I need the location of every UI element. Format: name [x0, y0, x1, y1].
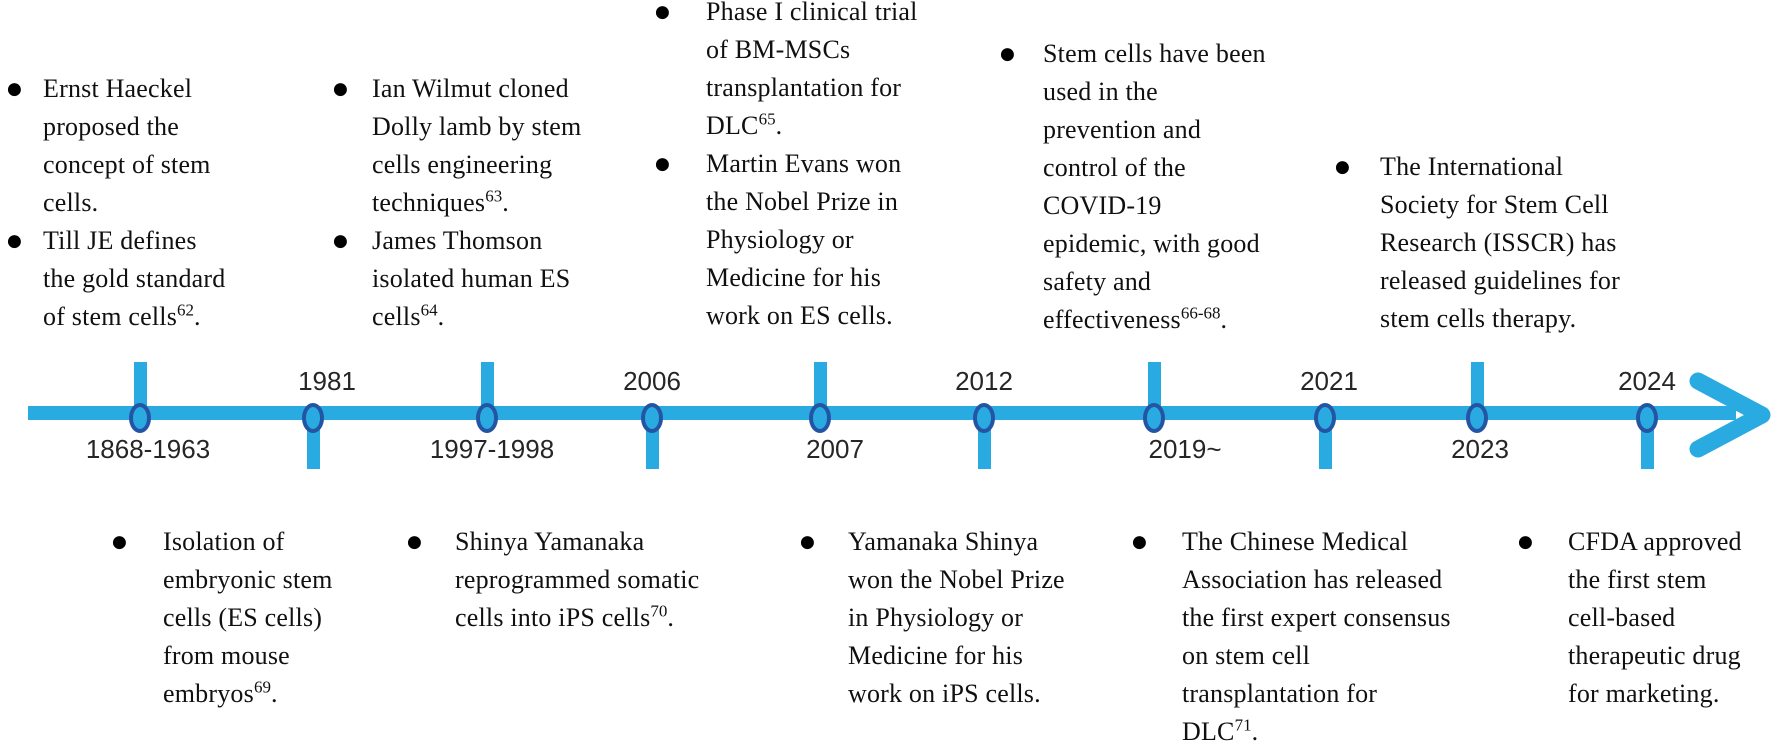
bullet-icon: ●	[655, 154, 670, 174]
list-item: ● Yamanaka Shinya won the Nobel Prize in…	[800, 523, 1065, 713]
tick-mark	[1148, 362, 1161, 414]
event-text: Ernst Haeckel proposed the concept of st…	[43, 74, 211, 217]
bullet-icon: ●	[1518, 532, 1533, 552]
event-text: Stem cells have been used in the prevent…	[1043, 39, 1266, 334]
bullet-icon: ●	[1132, 532, 1147, 552]
bullet-icon: ●	[1000, 44, 1015, 64]
list-item: ● James Thomson isolated human ES cells6…	[333, 222, 581, 336]
year-label: 2006	[623, 366, 681, 396]
bullet-icon: ●	[7, 79, 22, 99]
event-block-2006: ● Shinya Yamanaka reprogrammed somatic c…	[407, 523, 699, 637]
bullet-icon: ●	[407, 532, 422, 552]
event-block-2007: ● Phase I clinical trial of BM-MSCs tran…	[655, 0, 918, 335]
list-item: ● Stem cells have been used in the preve…	[1000, 35, 1266, 339]
event-block-2024: ● CFDA approved the first stem cell-base…	[1518, 523, 1742, 713]
year-label: 1981	[298, 366, 356, 396]
bullet-icon: ●	[7, 231, 22, 251]
event-text: The Chinese Medical Association has rele…	[1182, 527, 1451, 746]
tick-mark	[814, 362, 827, 414]
event-block-1868-1963: ● Ernst Haeckel proposed the concept of …	[7, 70, 225, 336]
tick-mark	[1471, 362, 1484, 414]
timeline-bar	[28, 406, 1736, 420]
event-block-2023: ● The International Society for Stem Cel…	[1335, 148, 1620, 338]
timeline-node-icon	[302, 403, 324, 433]
event-block-2012: ● Yamanaka Shinya won the Nobel Prize in…	[800, 523, 1065, 713]
list-item: ● Martin Evans won the Nobel Prize in Ph…	[655, 145, 918, 335]
year-label: 2019~	[1148, 434, 1222, 464]
event-block-1981: ● Isolation of embryonic stem cells (ES …	[112, 523, 333, 713]
list-item: ● Ernst Haeckel proposed the concept of …	[7, 70, 225, 222]
timeline-node-icon	[476, 403, 498, 433]
event-text: Phase I clinical trial of BM-MSCs transp…	[706, 0, 918, 140]
event-text: Isolation of embryonic stem cells (ES ce…	[163, 527, 333, 708]
year-label: 2007	[806, 434, 864, 464]
list-item: ● The Chinese Medical Association has re…	[1132, 523, 1451, 749]
timeline-node-icon	[1636, 403, 1658, 433]
event-text: Ian Wilmut cloned Dolly lamb by stem cel…	[372, 74, 582, 217]
timeline-node-icon	[641, 403, 663, 433]
arrowhead-icon	[1689, 372, 1771, 458]
bullet-icon: ●	[800, 532, 815, 552]
event-block-2021: ● The Chinese Medical Association has re…	[1132, 523, 1451, 749]
timeline-node-icon	[973, 403, 995, 433]
year-label: 2024	[1618, 366, 1676, 396]
event-text: The International Society for Stem Cell …	[1380, 152, 1620, 333]
bullet-icon: ●	[1335, 157, 1350, 177]
year-label: 2021	[1300, 366, 1358, 396]
timeline-node-icon	[1314, 403, 1336, 433]
list-item: ● Isolation of embryonic stem cells (ES …	[112, 523, 333, 713]
bullet-icon: ●	[112, 532, 127, 552]
timeline-node-icon	[1466, 403, 1488, 433]
timeline-node-icon	[1143, 403, 1165, 433]
event-block-2019: ● Stem cells have been used in the preve…	[1000, 35, 1266, 339]
event-text: James Thomson isolated human ES cells64.	[372, 226, 571, 331]
list-item: ● Shinya Yamanaka reprogrammed somatic c…	[407, 523, 699, 637]
list-item: ● Till JE defines the gold standard of s…	[7, 222, 225, 336]
event-text: Yamanaka Shinya won the Nobel Prize in P…	[848, 527, 1065, 708]
year-label: 1997-1998	[429, 434, 555, 464]
list-item: ● Ian Wilmut cloned Dolly lamb by stem c…	[333, 70, 581, 222]
event-block-1997-1998: ● Ian Wilmut cloned Dolly lamb by stem c…	[333, 70, 581, 336]
tick-mark	[481, 362, 494, 414]
timeline-node-icon	[809, 403, 831, 433]
event-text: CFDA approved the first stem cell-based …	[1568, 527, 1742, 708]
event-text: Martin Evans won the Nobel Prize in Phys…	[706, 149, 902, 330]
tick-mark	[134, 362, 147, 414]
year-label: 2023	[1451, 434, 1509, 464]
year-label: 2012	[955, 366, 1013, 396]
event-text: Till JE defines the gold standard of ste…	[43, 226, 226, 331]
bullet-icon: ●	[333, 231, 348, 251]
bullet-icon: ●	[333, 79, 348, 99]
event-text: Shinya Yamanaka reprogrammed somatic cel…	[455, 527, 700, 632]
bullet-icon: ●	[655, 2, 670, 22]
list-item: ● CFDA approved the first stem cell-base…	[1518, 523, 1742, 713]
timeline-node-icon	[129, 403, 151, 433]
list-item: ● The International Society for Stem Cel…	[1335, 148, 1620, 338]
year-label: 1868-1963	[85, 434, 211, 464]
list-item: ● Phase I clinical trial of BM-MSCs tran…	[655, 0, 918, 145]
